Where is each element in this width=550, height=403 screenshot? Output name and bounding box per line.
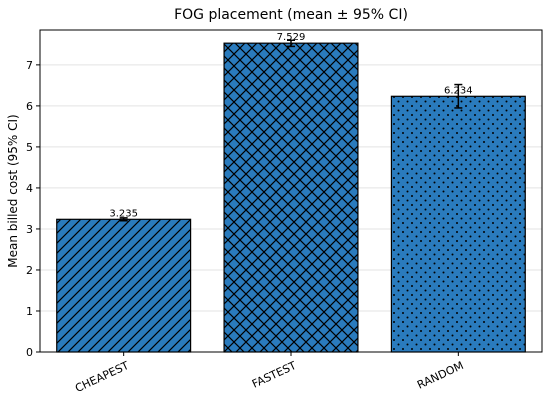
y-tick-label-2: 2: [26, 264, 33, 277]
x-tick-label-cheapest: CHEAPEST: [73, 359, 131, 395]
x-tick-label-fastest: FASTEST: [250, 359, 299, 391]
y-tick-label-6: 6: [26, 100, 33, 113]
value-label-cheapest: 3.235: [109, 208, 138, 219]
bar-cheapest: [56, 218, 192, 353]
bar-random: [390, 95, 526, 353]
value-label-random: 6.234: [444, 85, 473, 96]
x-tick-label-random: RANDOM: [415, 359, 465, 392]
value-label-fastest: 7.529: [277, 32, 306, 43]
y-tick-label-1: 1: [26, 305, 33, 318]
chart-title: FOG placement (mean ± 95% CI): [174, 7, 408, 23]
y-axis: 0 1 2 3 4 5 6 7: [26, 59, 40, 359]
y-tick-label-4: 4: [26, 182, 33, 195]
y-tick-label-7: 7: [26, 59, 33, 72]
y-tick-label-3: 3: [26, 223, 33, 236]
x-axis: CHEAPEST FASTEST RANDOM: [73, 352, 466, 395]
bar-fastest: [223, 42, 359, 353]
y-axis-label: Mean billed cost (95% CI): [6, 114, 20, 267]
y-tick-label-0: 0: [26, 346, 33, 359]
y-tick-label-5: 5: [26, 141, 33, 154]
bars: 3.235 7.529 6.234: [56, 32, 526, 353]
